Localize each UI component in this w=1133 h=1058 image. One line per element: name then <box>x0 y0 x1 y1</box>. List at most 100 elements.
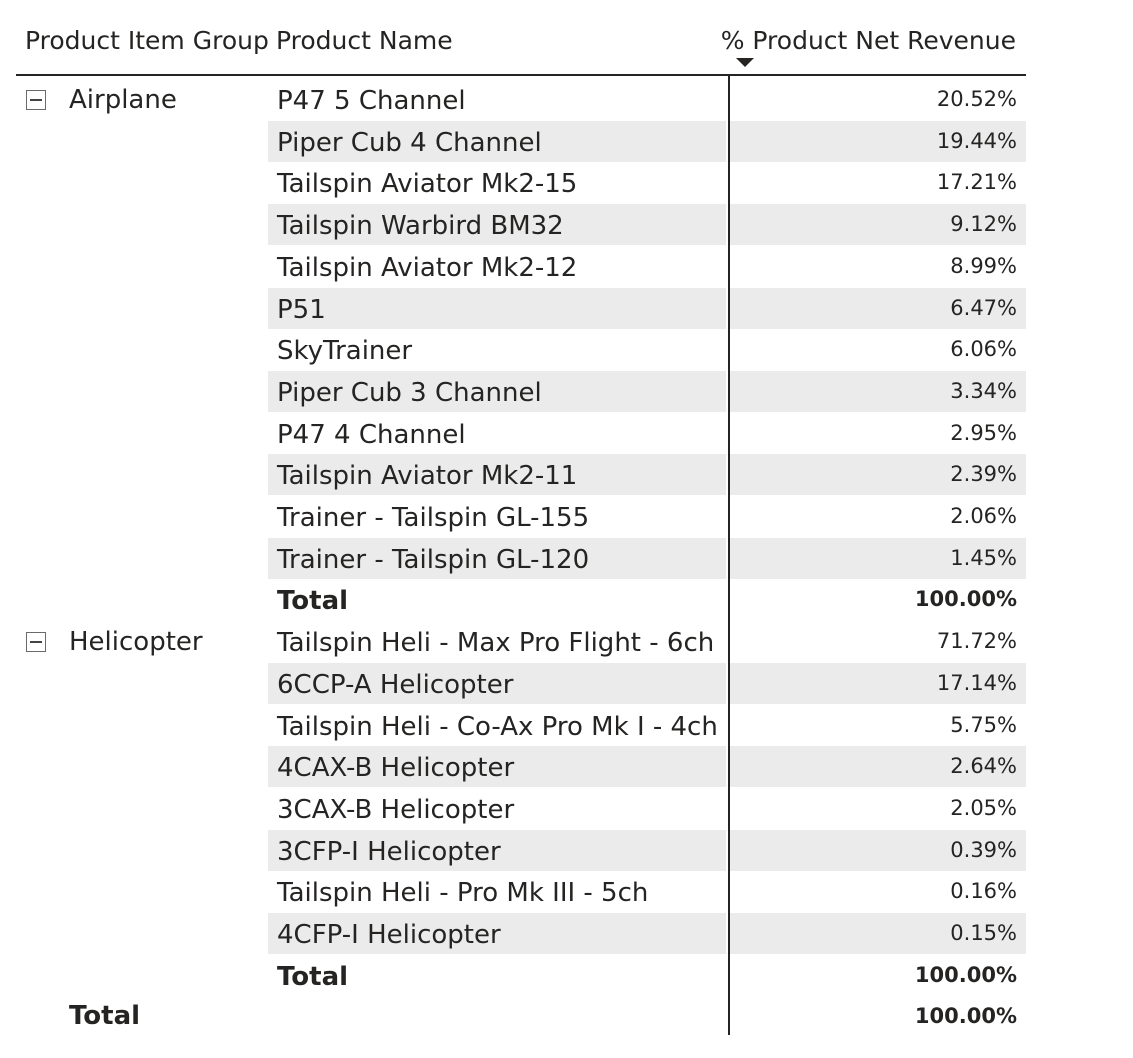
subtotal-row[interactable]: Total 100.00% <box>268 955 1026 996</box>
revenue-percent: 71.72% <box>936 629 1017 654</box>
product-name: Tailspin Aviator Mk2-15 <box>277 169 578 200</box>
revenue-percent: 6.06% <box>950 337 1017 362</box>
product-name: 3CAX-B Helicopter <box>277 794 515 825</box>
revenue-percent: 20.52% <box>936 87 1017 111</box>
product-name: 6CCP-A Helicopter <box>277 669 514 700</box>
revenue-percent: 2.06% <box>950 504 1017 528</box>
revenue-percent: 2.64% <box>950 754 1017 779</box>
column-header-product-name[interactable]: Product Name <box>276 26 453 55</box>
revenue-cell: 1.45% <box>730 537 1026 579</box>
column-header-product-net-revenue[interactable]: % Product Net Revenue <box>720 26 1016 55</box>
product-name: Trainer - Tailspin GL-120 <box>277 544 590 575</box>
product-name: P47 5 Channel <box>277 86 466 116</box>
revenue-cell: 2.95% <box>730 413 1026 454</box>
header-divider <box>16 74 1026 76</box>
table-row[interactable]: Trainer - Tailspin GL-120 1.45% <box>268 537 1026 579</box>
table-row[interactable]: Tailspin Aviator Mk2-12 8.99% <box>268 246 1026 287</box>
product-name: 4CFP-I Helicopter <box>277 920 501 950</box>
table-row[interactable]: Trainer - Tailspin GL-155 2.06% <box>268 496 1026 537</box>
table-row[interactable]: Tailspin Heli - Max Pro Flight - 6ch 71.7… <box>268 621 1026 662</box>
product-name-cell: Trainer - Tailspin GL-155 <box>268 496 726 537</box>
product-name: Trainer - Tailspin GL-155 <box>277 503 590 533</box>
product-name: 3CFP-I Helicopter <box>277 836 501 867</box>
revenue-cell: 71.72% <box>730 621 1026 662</box>
revenue-percent: 3.34% <box>950 378 1017 403</box>
column-header-product-item-group[interactable]: Product Item Group <box>25 26 269 55</box>
product-name: Tailspin Warbird BM32 <box>277 211 564 242</box>
table-row[interactable]: Tailspin Warbird BM32 9.12% <box>268 204 1026 246</box>
revenue-cell: 5.75% <box>730 705 1026 746</box>
product-name: Tailspin Aviator Mk2-12 <box>277 252 578 283</box>
product-name-cell: SkyTrainer <box>268 329 726 370</box>
sort-descending-icon[interactable] <box>736 58 754 67</box>
table-row[interactable]: Tailspin Aviator Mk2-15 17.21% <box>268 162 1026 203</box>
table-row[interactable]: 3CAX-B Helicopter 2.05% <box>268 788 1026 829</box>
subtotal-value: 100.00% <box>914 962 1017 987</box>
product-name-cell: Tailspin Warbird BM32 <box>268 204 726 246</box>
table-row[interactable]: 4CFP-I Helicopter 0.15% <box>268 913 1026 954</box>
product-name-cell: Piper Cub 4 Channel <box>268 120 726 162</box>
revenue-cell: 100.00% <box>730 955 1026 996</box>
table-row[interactable]: Tailspin Aviator Mk2-11 2.39% <box>268 454 1026 496</box>
product-name-cell: Tailspin Heli - Co-Ax Pro Mk I - 4ch <box>268 705 726 746</box>
product-name-cell: Tailspin Aviator Mk2-11 <box>268 454 726 496</box>
product-name-cell: Tailspin Aviator Mk2-12 <box>268 246 726 287</box>
subtotal-value: 100.00% <box>914 587 1017 612</box>
revenue-cell: 0.16% <box>730 871 1026 912</box>
revenue-cell: 2.05% <box>730 788 1026 829</box>
revenue-percent: 0.15% <box>950 921 1017 945</box>
table-row[interactable]: Tailspin Heli - Co-Ax Pro Mk I - 4ch 5.75… <box>268 705 1026 746</box>
revenue-percent: 19.44% <box>936 128 1017 153</box>
subtotal-row[interactable]: Total 100.00% <box>268 579 1026 620</box>
product-name-cell: P47 5 Channel <box>268 79 726 120</box>
revenue-percent: 2.95% <box>950 420 1017 445</box>
revenue-cell: 0.15% <box>730 913 1026 954</box>
subtotal-label: Total <box>277 586 349 617</box>
product-name: P51 <box>277 294 326 325</box>
table-row[interactable]: 3CFP-I Helicopter 0.39% <box>268 829 1026 871</box>
revenue-percent: 2.39% <box>950 462 1017 487</box>
product-name-cell: Trainer - Tailspin GL-120 <box>268 537 726 579</box>
table-row[interactable]: SkyTrainer 6.06% <box>268 329 1026 370</box>
revenue-cell: 100.00% <box>730 579 1026 620</box>
product-name: Piper Cub 4 Channel <box>277 127 542 158</box>
product-name-cell: 4CAX-B Helicopter <box>268 746 726 788</box>
table-row[interactable]: P47 5 Channel 20.52% <box>268 79 1026 120</box>
collapse-toggle-icon[interactable] <box>26 90 46 110</box>
product-name-cell: Total <box>268 579 726 620</box>
collapse-toggle-icon[interactable] <box>26 632 46 653</box>
table-row[interactable]: Piper Cub 3 Channel 3.34% <box>268 370 1026 412</box>
matrix-table: Product Item Group Product Name % Produc… <box>16 0 1026 1040</box>
revenue-percent: 1.45% <box>950 545 1017 570</box>
revenue-cell: 0.39% <box>730 829 1026 871</box>
table-row[interactable]: P47 4 Channel 2.95% <box>268 413 1026 454</box>
grand-total-value: 100.00% <box>914 1004 1017 1029</box>
revenue-cell: 6.47% <box>730 287 1026 329</box>
revenue-cell: 17.14% <box>730 662 1026 704</box>
revenue-percent: 9.12% <box>950 212 1017 237</box>
product-name: Piper Cub 3 Channel <box>277 377 542 408</box>
revenue-cell: 6.06% <box>730 329 1026 370</box>
product-name-cell: Tailspin Heli - Pro Mk III - 5ch <box>268 871 726 912</box>
revenue-percent: 5.75% <box>950 712 1017 737</box>
product-name: Tailspin Heli - Max Pro Flight - 6ch <box>277 628 715 659</box>
product-name-cell: 6CCP-A Helicopter <box>268 662 726 704</box>
product-name-cell: 4CFP-I Helicopter <box>268 913 726 954</box>
product-name-cell: Tailspin Heli - Max Pro Flight - 6ch <box>268 621 726 662</box>
product-name: Tailspin Aviator Mk2-11 <box>277 461 578 492</box>
product-name-cell: Tailspin Aviator Mk2-15 <box>268 162 726 203</box>
table-row[interactable]: P51 6.47% <box>268 287 1026 329</box>
subtotal-label: Total <box>277 961 349 992</box>
table-row[interactable]: Tailspin Heli - Pro Mk III - 5ch 0.16% <box>268 871 1026 912</box>
revenue-percent: 0.39% <box>950 837 1017 862</box>
table-row[interactable]: Piper Cub 4 Channel 19.44% <box>268 120 1026 162</box>
product-name-cell: P47 4 Channel <box>268 413 726 454</box>
revenue-percent: 17.14% <box>936 670 1017 695</box>
revenue-cell: 20.52% <box>730 79 1026 120</box>
revenue-percent: 8.99% <box>950 253 1017 278</box>
revenue-percent: 17.21% <box>936 170 1017 195</box>
table-row[interactable]: 6CCP-A Helicopter 17.14% <box>268 662 1026 704</box>
table-row[interactable]: 4CAX-B Helicopter 2.64% <box>268 746 1026 788</box>
revenue-cell: 9.12% <box>730 204 1026 246</box>
revenue-cell: 8.99% <box>730 246 1026 287</box>
